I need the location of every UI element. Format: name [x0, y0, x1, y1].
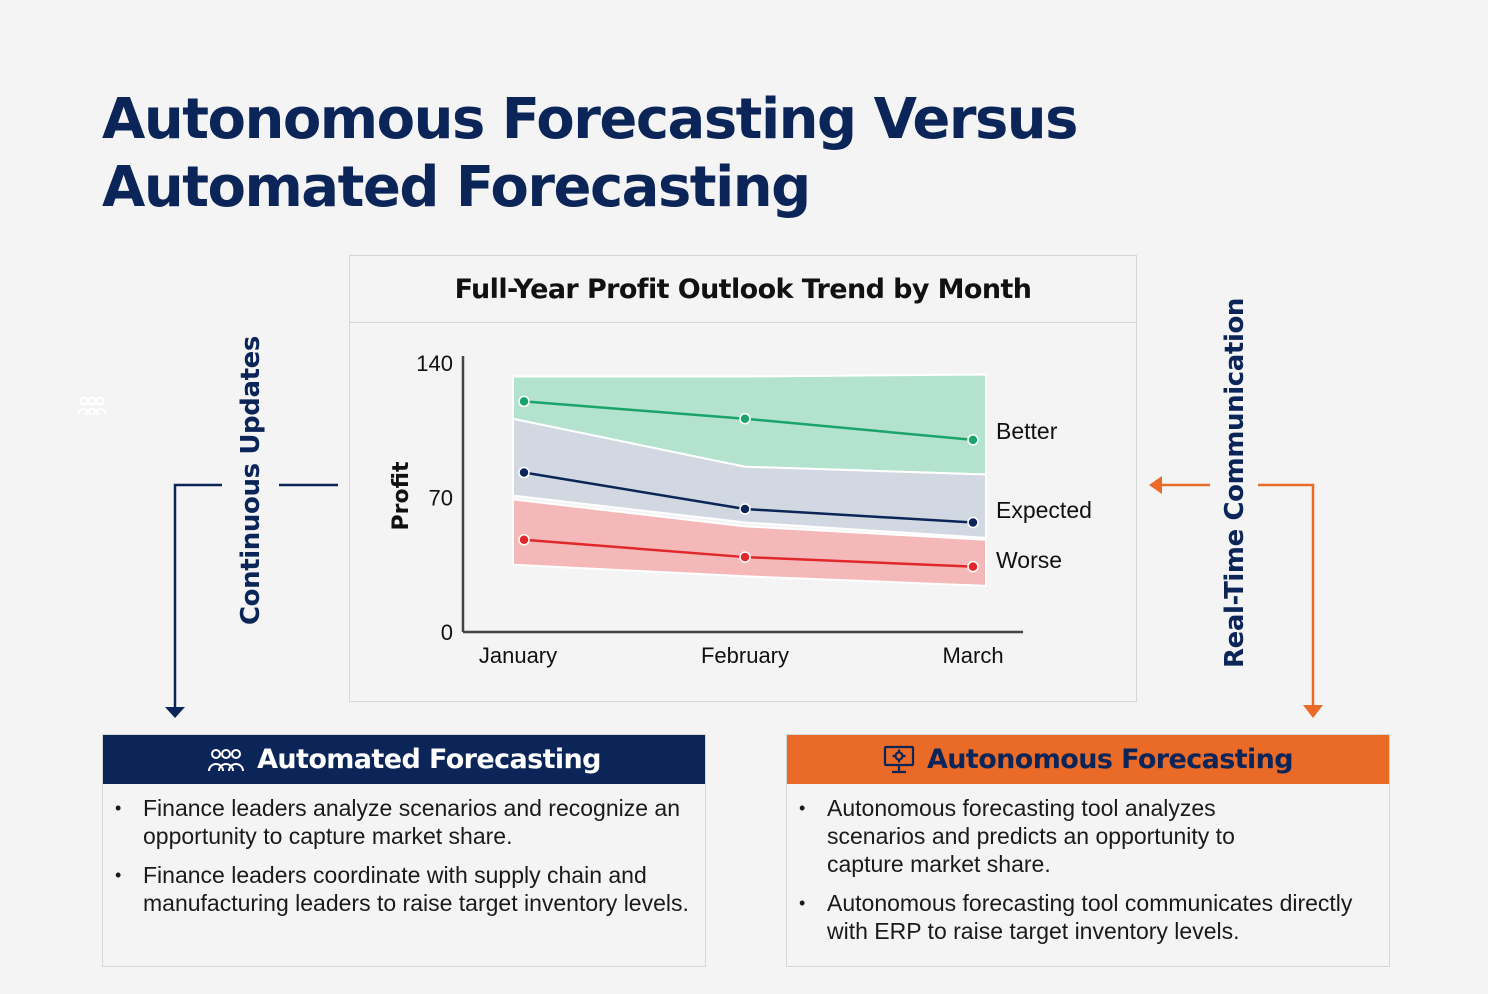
list-item: Autonomous forecasting tool analyzes sce… — [799, 794, 1239, 878]
x-tick-label: January — [479, 643, 557, 668]
data-point — [967, 434, 979, 446]
autonomous-forecasting-box: Autonomous Forecasting Autonomous foreca… — [786, 734, 1390, 967]
data-point — [967, 516, 979, 529]
x-tick-label: February — [701, 643, 789, 668]
left-connector — [173, 483, 338, 708]
band-worse — [512, 498, 987, 587]
data-point — [518, 395, 530, 408]
data-point — [967, 560, 979, 573]
series-label-expected: Expected — [996, 497, 1092, 523]
autonomous-forecasting-header: Autonomous Forecasting — [787, 735, 1389, 784]
data-point — [739, 503, 751, 515]
y-tick-label: 0 — [441, 620, 453, 645]
left-arrow-head — [165, 707, 185, 718]
right-arrow-head-down — [1303, 705, 1323, 718]
chart-card: Full-Year Profit Outlook Trend by Month … — [349, 255, 1137, 702]
real-time-communication-label: Real-Time Communication — [1220, 297, 1250, 668]
list-item: Finance leaders analyze scenarios and re… — [115, 794, 689, 850]
series-label-better: Better — [996, 418, 1058, 444]
title-line-1: Autonomous Forecasting Versus — [102, 87, 1079, 152]
automated-forecasting-box: Automated Forecasting Finance leaders an… — [102, 734, 706, 967]
people-group-icon — [208, 748, 245, 771]
data-point — [518, 534, 530, 546]
right-arrow-head-left — [1149, 476, 1162, 494]
y-tick-label: 140 — [416, 351, 453, 376]
continuous-updates-label: Continuous Updates — [236, 336, 266, 625]
title-line-2: Automated Forecasting — [102, 155, 811, 220]
people-group-faint-icon — [77, 396, 107, 416]
list-item: Autonomous forecasting tool communicates… — [799, 889, 1389, 945]
monitor-icon — [883, 745, 915, 773]
automated-forecasting-heading: Automated Forecasting — [257, 744, 601, 775]
x-tick-label: March — [942, 643, 1003, 668]
chart-title: Full-Year Profit Outlook Trend by Month — [350, 256, 1136, 323]
automated-bullet-list: Finance leaders analyze scenarios and re… — [103, 784, 705, 917]
band-expected — [512, 417, 987, 539]
list-item: Finance leaders coordinate with supply c… — [115, 861, 689, 917]
autonomous-forecasting-heading: Autonomous Forecasting — [926, 744, 1294, 775]
right-connector — [1160, 483, 1315, 706]
series-label-worse: Worse — [996, 547, 1062, 573]
page-title: Autonomous Forecasting Versus Automated … — [102, 86, 1079, 222]
data-point — [739, 412, 751, 425]
autonomous-bullet-list: Autonomous forecasting tool analyzes sce… — [787, 784, 1389, 945]
data-point — [518, 466, 530, 479]
data-point — [739, 551, 751, 563]
profit-outlook-chart: 0 70 140 Profit January February March Better Ex… — [389, 351, 1092, 668]
y-tick-label: 70 — [429, 486, 453, 511]
y-axis-label: Profit — [389, 461, 414, 530]
automated-forecasting-header: Automated Forecasting — [103, 735, 705, 784]
